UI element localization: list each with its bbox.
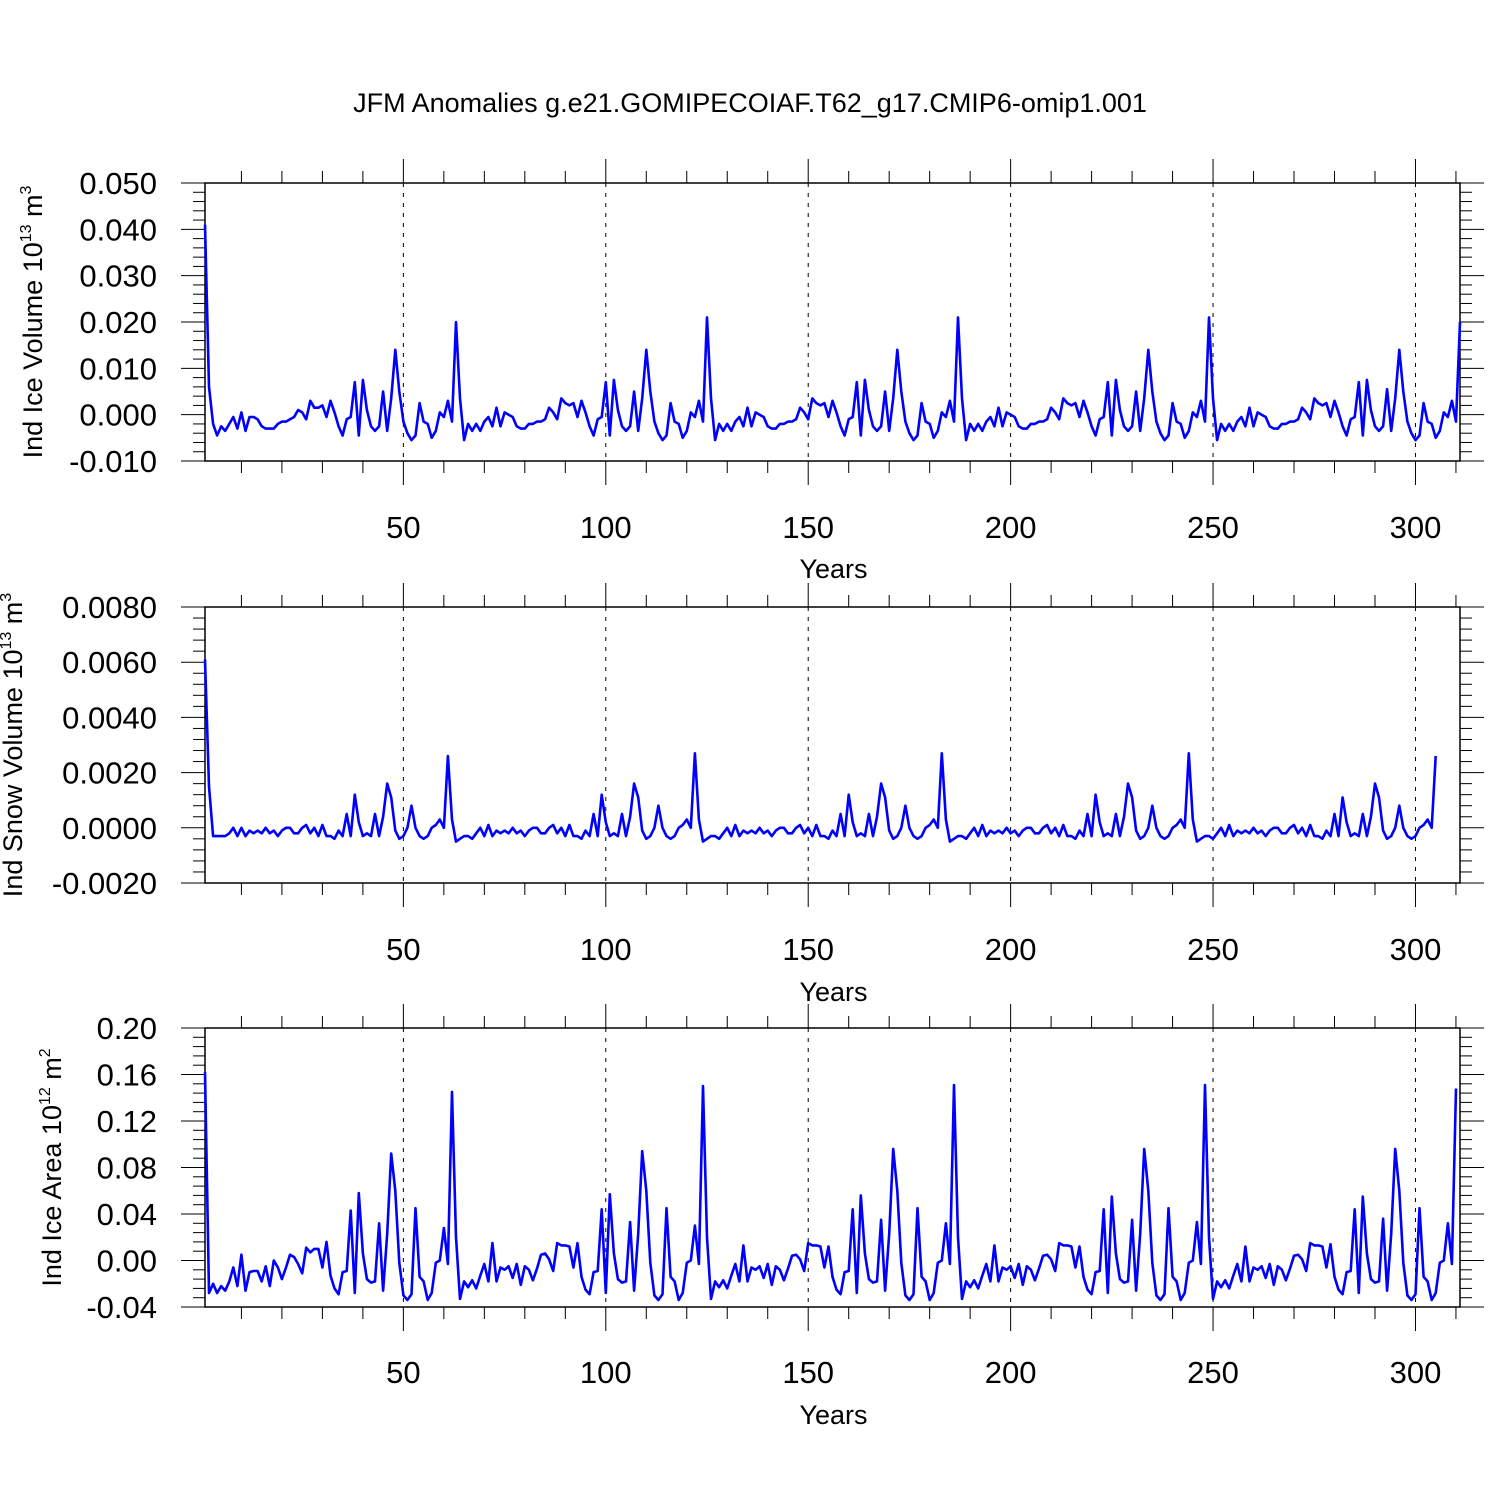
y-axis-ticks: [181, 1027, 1484, 1308]
y-axis-label-unit-exponent: 3: [18, 185, 35, 194]
x-axis-ticks: [240, 1004, 1457, 1331]
y-axis-ticks: [181, 182, 1484, 462]
plot-frame: [204, 606, 1461, 884]
y-tick-label: -0.04: [86, 1290, 157, 1325]
x-axis-label: Years: [799, 977, 867, 1007]
y-tick-label: 0.000: [79, 398, 157, 433]
y-tick-label: 0.0080: [62, 590, 157, 625]
x-tick-label-300: 300: [1390, 510, 1442, 545]
y-tick-label: 0.04: [97, 1197, 157, 1232]
x-tick-label-100: 100: [580, 510, 632, 545]
y-tick-label: 0.0020: [62, 756, 157, 791]
x-tick-label-300: 300: [1390, 932, 1442, 967]
figure-title: JFM Anomalies g.e21.GOMIPECOIAF.T62_g17.…: [353, 88, 1147, 118]
y-axis-label: Ind Ice Area 1012 m2: [37, 1048, 67, 1286]
y-tick-label: -0.010: [69, 444, 157, 479]
x-tick-label-100: 100: [580, 1355, 632, 1390]
plot-frame: [204, 182, 1461, 462]
x-tick-label-200: 200: [985, 932, 1037, 967]
x-tick-label-150: 150: [782, 1355, 834, 1390]
x-tick-label-200: 200: [985, 1355, 1037, 1390]
y-axis-label-unit-exponent: 2: [37, 1048, 54, 1057]
y-axis-ticks: [181, 606, 1484, 884]
x-tick-label-250: 250: [1187, 510, 1239, 545]
y-tick-label: 0.050: [79, 166, 157, 201]
x-tick-label-300: 300: [1390, 1355, 1442, 1390]
y-tick-label: 0.0060: [62, 645, 157, 680]
x-tick-label-150: 150: [782, 932, 834, 967]
y-tick-label: 0.010: [79, 351, 157, 386]
x-tick-label-250: 250: [1187, 932, 1239, 967]
y-tick-label: 0.0040: [62, 700, 157, 735]
x-tick-label-50: 50: [386, 510, 420, 545]
y-tick-label: 0.040: [79, 212, 157, 247]
y-tick-label: 0.0000: [62, 811, 157, 846]
y-axis-label-unit: m: [18, 194, 48, 224]
y-axis-label-unit-exponent: 3: [0, 593, 15, 602]
y-tick-label: 0.20: [97, 1011, 157, 1046]
series-line: [203, 1072, 1458, 1302]
x-tick-label-250: 250: [1187, 1355, 1239, 1390]
x-tick-label-50: 50: [386, 1355, 420, 1390]
y-tick-label: 0.00: [97, 1244, 157, 1279]
y-axis-label-unit: m: [37, 1057, 67, 1087]
y-axis-label-exponent: 12: [37, 1087, 54, 1105]
y-axis-label: Ind Snow Volume 1013 m3: [0, 593, 28, 897]
y-tick-label: 0.12: [97, 1104, 157, 1139]
series-line: [203, 224, 1462, 442]
x-axis-label: Years: [799, 1400, 867, 1430]
x-axis-label: Years: [799, 554, 867, 584]
y-axis-label-exponent: 13: [18, 224, 35, 242]
y-tick-label: 0.08: [97, 1151, 157, 1186]
y-axis-label-text: Ind Ice Volume 10: [18, 242, 48, 458]
y-tick-label: 0.16: [97, 1058, 157, 1093]
x-tick-label-50: 50: [386, 932, 420, 967]
x-axis-ticks: [240, 159, 1457, 485]
y-axis-label: Ind Ice Volume 1013 m3: [18, 185, 48, 458]
y-tick-label: 0.030: [79, 259, 157, 294]
y-axis-label-text: Ind Snow Volume 10: [0, 650, 28, 898]
chart-panel-2: 50 100 150 200 250 300 -0.0020 0.0000 0.0020 0.00…: [0, 583, 1484, 1007]
x-tick-label-150: 150: [782, 510, 834, 545]
y-axis-label-exponent: 13: [0, 632, 15, 650]
y-axis-label-text: Ind Ice Area 10: [37, 1105, 67, 1287]
series-line: [203, 659, 1437, 843]
chart-panel-1: 50 100 150 200 250 300 -0.010 0.000 0.010 0.020 0.…: [18, 159, 1484, 584]
y-tick-label: 0.020: [79, 305, 157, 340]
x-axis-ticks: [240, 583, 1457, 907]
y-axis-label-unit: m: [0, 602, 28, 632]
x-tick-label-100: 100: [580, 932, 632, 967]
chart-panel-3: 50 100 150 200 250 300 -0.04 0.00 0.04 0.08 0.12 0.…: [37, 1004, 1484, 1430]
y-tick-label: -0.0020: [52, 866, 157, 901]
x-tick-label-200: 200: [985, 510, 1037, 545]
